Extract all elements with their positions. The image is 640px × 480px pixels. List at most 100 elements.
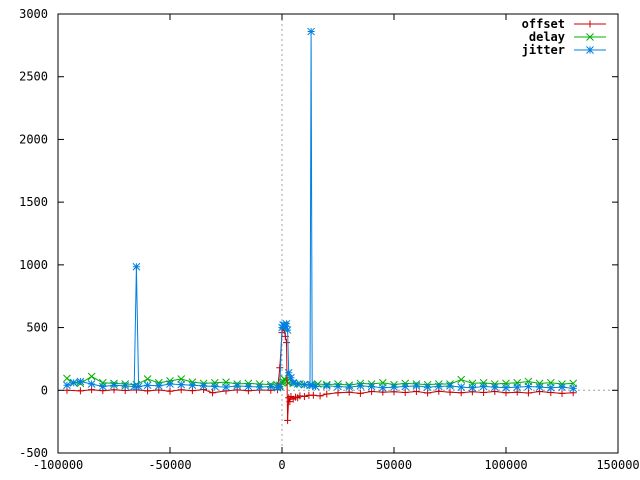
x-tick-label: 0: [278, 458, 285, 472]
jitter-point: [569, 384, 578, 393]
offset-point: [524, 389, 532, 397]
offset-point: [276, 364, 284, 372]
jitter-point: [490, 383, 499, 392]
jitter-point: [293, 380, 302, 388]
jitter-point: [275, 382, 284, 391]
series-layer: [63, 27, 578, 424]
jitter-point: [300, 380, 309, 389]
x-tick-label: 50000: [376, 458, 412, 472]
offset-point: [356, 389, 364, 397]
jitter-point: [284, 368, 293, 377]
jitter-point: [423, 383, 432, 392]
jitter-point: [87, 380, 96, 388]
jitter-point: [412, 382, 421, 390]
jitter-point: [378, 383, 387, 392]
jitter-point: [307, 27, 315, 36]
delay-point: [177, 375, 186, 383]
jitter-point: [356, 382, 365, 390]
offset-point: [282, 339, 290, 347]
jitter-point: [76, 377, 85, 386]
jitter-point: [110, 381, 118, 390]
axis-ticks: -500 0 500 1000 1500 2000 2500 3000 -100000 -5000…: [19, 7, 640, 472]
offset-point: [446, 388, 454, 396]
jitter-point: [63, 381, 71, 390]
jitter-point: [233, 382, 242, 390]
jitter-point: [143, 381, 152, 390]
offset-point: [209, 389, 217, 397]
jitter-point: [255, 383, 264, 392]
jitter-point: [558, 383, 566, 392]
y-tick-label: 3000: [19, 7, 48, 21]
offset-series: [63, 324, 577, 424]
x-tick-label: -50000: [148, 458, 191, 472]
delay-point: [98, 378, 107, 387]
offset-point: [284, 416, 292, 424]
jitter-point: [244, 382, 253, 391]
jitter-point: [546, 383, 555, 392]
jitter-point: [334, 382, 342, 391]
jitter-point: [273, 383, 282, 392]
jitter-point: [121, 382, 130, 390]
jitter-point: [132, 262, 141, 271]
y-tick-label: 1500: [19, 195, 48, 209]
delay-point: [143, 375, 152, 383]
jitter-point: [177, 380, 186, 389]
offset-point: [309, 391, 317, 399]
legend-label-jitter: jitter: [522, 43, 565, 57]
delay-point: [535, 379, 544, 388]
jitter-point: [69, 378, 78, 387]
jitter-point: [468, 383, 477, 392]
offset-point: [401, 389, 409, 397]
jitter-point: [524, 382, 533, 391]
delay-point: [87, 372, 96, 381]
jitter-point: [287, 373, 295, 382]
jitter-point: [283, 326, 292, 334]
offset-point: [296, 392, 304, 400]
jitter-point: [446, 382, 454, 390]
jitter-point: [322, 382, 331, 390]
delay-point: [63, 374, 71, 383]
jitter-point: [281, 322, 290, 331]
legend-label-offset: offset: [522, 17, 565, 31]
offset-point: [480, 389, 488, 397]
y-tick-label: -500: [19, 446, 48, 460]
jitter-series: [63, 27, 578, 393]
jitter-point: [98, 382, 107, 391]
jitter-point: [134, 382, 143, 391]
jitter-point: [401, 382, 410, 391]
offset-point: [323, 390, 331, 398]
delay-point: [457, 375, 466, 384]
legend-marker-offset: [586, 20, 594, 28]
jitter-point: [535, 383, 544, 392]
delay-point: [479, 378, 488, 387]
offset-point: [166, 387, 174, 395]
jitter-point: [502, 383, 510, 392]
delay-point: [282, 377, 291, 386]
legend-label-delay: delay: [529, 30, 565, 44]
jitter-point: [188, 381, 197, 390]
offset-point: [76, 387, 84, 395]
y-tick-label: 2500: [19, 70, 48, 84]
jitter-point: [282, 319, 291, 328]
jitter-point: [434, 382, 443, 391]
jitter-point: [479, 382, 488, 391]
jitter-point: [130, 382, 139, 391]
jitter-point: [210, 382, 219, 391]
jitter-point: [222, 383, 230, 392]
offset-point: [316, 392, 324, 400]
plot-frame: [57, 13, 619, 454]
jitter-point: [457, 383, 466, 392]
offset-point: [300, 393, 308, 401]
legend-marker-delay: [586, 33, 594, 41]
y-tick-label: 1000: [19, 258, 48, 272]
jitter-point: [345, 383, 354, 392]
delay-point: [210, 378, 219, 387]
jitter-point: [154, 382, 163, 390]
jitter-point: [199, 382, 208, 390]
x-tick-label: 150000: [596, 458, 639, 472]
legend-marker-jitter: [586, 46, 594, 54]
jitter-point: [308, 381, 317, 390]
